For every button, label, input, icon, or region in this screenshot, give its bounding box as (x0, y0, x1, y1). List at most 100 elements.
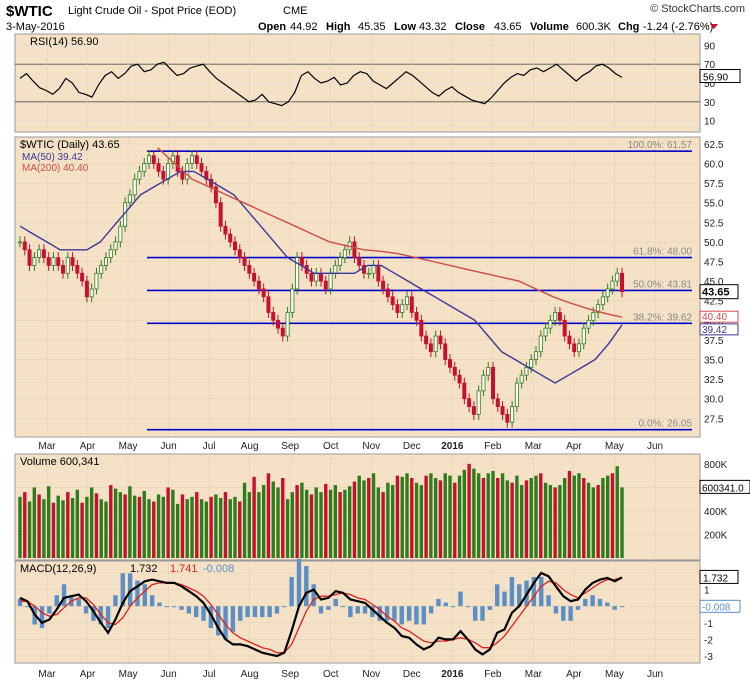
volume-bar (601, 478, 605, 558)
price-tick-label: 60.0 (704, 160, 724, 171)
macd-hist-last-box (699, 599, 741, 613)
volume-bar (620, 487, 624, 558)
macd-histogram-bar (238, 606, 243, 621)
macd-histogram-bar (311, 584, 316, 607)
candle-body (357, 257, 362, 266)
volume-bar (347, 486, 352, 558)
volume-bar (543, 482, 548, 558)
candle-body (104, 257, 109, 266)
price-tick-label: 37.5 (704, 336, 724, 347)
macd-x-tick: Feb (484, 669, 502, 680)
macd-histogram-bar (421, 606, 426, 625)
ma50-legend: MA(50) 39.42 (22, 152, 83, 163)
volume-bar (223, 492, 228, 558)
volume-bar (309, 494, 314, 558)
volume-bar (85, 496, 89, 558)
macd-histogram-bar (120, 573, 125, 607)
macd-last-label: 1.732 (703, 573, 728, 584)
price-x-tick: Apr (80, 441, 96, 452)
volume-bar (94, 493, 99, 558)
ohlc-label-volume: Volume (530, 21, 569, 33)
macd-histogram-bar (487, 606, 493, 610)
candle-body (161, 170, 166, 180)
volume-bar (572, 475, 576, 558)
volume-bar (56, 495, 60, 558)
price-last-label: 43.65 (702, 287, 730, 299)
candle-body (166, 163, 171, 180)
ohlc-summary: Open 44.92 High 45.35 Low 43.32 Close 43.65 Volu… (258, 21, 718, 33)
volume-bar (242, 482, 247, 558)
candle-body (314, 272, 319, 282)
macd-histogram-bar (179, 606, 184, 610)
macd-histogram-bar (428, 606, 434, 614)
price-x-tick: Mar (525, 441, 543, 452)
candle-body (610, 280, 615, 290)
macd-histogram-bar (25, 606, 30, 608)
candle-body (132, 178, 137, 196)
volume-bar (472, 468, 476, 558)
macd-histogram-bar (370, 606, 375, 618)
price-tick-label: 47.5 (704, 258, 724, 269)
macd-histogram-bar (252, 606, 258, 618)
candle-body (108, 249, 113, 258)
macd-histogram-bar (597, 598, 603, 607)
volume-bar (128, 486, 132, 558)
candle-body (385, 288, 390, 298)
volume-bar (324, 483, 328, 558)
volume-bar (596, 485, 600, 558)
volume-bar (448, 475, 452, 558)
price-tick-label: 57.5 (704, 179, 724, 190)
volume-bar (577, 473, 581, 558)
ma200-last-label: 40.40 (702, 312, 727, 323)
candle-body (371, 265, 376, 274)
candle-body (156, 163, 161, 172)
rsi-tick-label: 50 (704, 79, 716, 90)
volume-bar (376, 487, 381, 558)
volume-bar (338, 492, 342, 558)
candle-body (295, 257, 300, 290)
macd-histogram-bar (392, 606, 397, 621)
macd-histogram-bar (619, 606, 625, 608)
symbol-title: $WTIC (6, 3, 53, 20)
macd-last-box (699, 569, 739, 584)
candle-body (41, 249, 46, 258)
axis-labels: 10 30 50 70 90 RSI(14) 56.90 56.90 27.5 30.0 32.5… (20, 36, 750, 680)
price-x-tick: Apr (566, 441, 582, 452)
volume-bar (505, 480, 510, 558)
volume-bar (534, 475, 538, 558)
macd-histogram-bar (348, 606, 353, 618)
candle-body (328, 272, 333, 290)
price-tick-label: 30.0 (704, 395, 724, 406)
ohlc-label-open: Open (258, 21, 286, 33)
volume-bar (42, 499, 46, 558)
price-last-box (699, 284, 739, 300)
fib-label: 61.8%: 48.00 (633, 247, 692, 258)
volume-bar (443, 473, 447, 558)
candle-body (519, 374, 524, 384)
price-x-tick: Sep (281, 441, 299, 452)
down-arrow-icon (710, 24, 718, 29)
candle-body (175, 155, 180, 172)
volume-bar (491, 470, 495, 558)
candle-body (37, 249, 42, 258)
candle-body (514, 382, 519, 407)
volume-legend: Volume 600,341 (20, 456, 100, 468)
macd-histogram-bar (443, 602, 449, 607)
macd-histogram-bar (61, 584, 67, 607)
volume-bar (300, 482, 304, 558)
candle-body (586, 319, 591, 329)
candle-body (194, 155, 199, 164)
macd-x-tick: Dec (403, 669, 421, 680)
macd-histogram-bar (605, 602, 610, 607)
candle-body (127, 194, 132, 204)
volume-bar (510, 482, 514, 558)
volume-bar (290, 492, 295, 558)
volume-bar (352, 481, 357, 558)
macd-x-tick: Sep (281, 669, 299, 680)
candle-body (46, 257, 51, 266)
volume-bar (304, 489, 309, 558)
candle-body (577, 343, 582, 353)
volume-bar (295, 485, 299, 558)
candle-body (180, 170, 185, 180)
candle-body (99, 265, 104, 274)
